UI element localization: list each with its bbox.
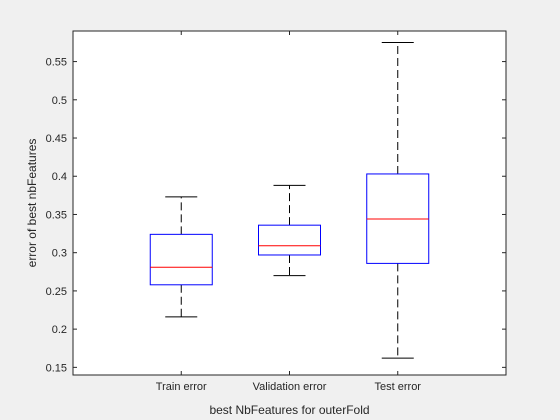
x-tick-label: Test error [375,381,422,393]
box-validation-error [258,184,321,277]
y-tick-label: 0.35 [46,209,67,221]
plot-area [72,30,507,376]
y-tick-label: 0.15 [46,362,67,374]
y-tick-label: 0.4 [52,171,67,183]
y-tick-label: 0.5 [52,95,67,107]
x-axis: Train error Validation error Test error [156,31,422,393]
y-tick-label: 0.45 [46,133,67,145]
y-axis: 0.15 0.2 0.25 0.3 0.35 0.4 0.45 0.5 0.55 [46,57,506,374]
y-tick-label: 0.55 [46,57,67,69]
y-tick-label: 0.2 [52,324,67,336]
x-tick-label: Validation error [253,381,327,393]
y-tick-label: 0.3 [52,248,67,260]
x-axis-label: best NbFeatures for outerFold [209,403,369,417]
interquartile-box [149,233,213,286]
box-test-error [366,41,430,359]
box-series [149,41,430,359]
box-train-error [149,196,213,318]
interquartile-box [258,224,321,256]
x-tick-label: Train error [156,381,207,393]
y-axis-label: error of best nbFeatures [25,139,39,268]
y-tick-label: 0.25 [46,286,67,298]
